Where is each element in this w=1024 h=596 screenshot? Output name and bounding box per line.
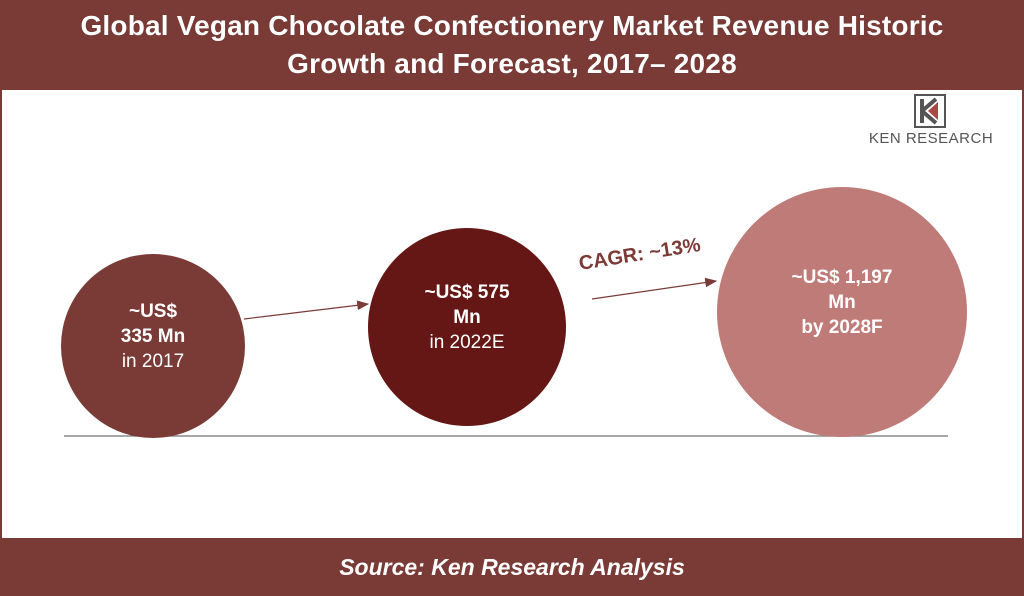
bubble-2022e	[368, 228, 566, 426]
source-text: Source: Ken Research Analysis	[339, 553, 685, 580]
source-band: Source: Ken Research Analysis	[0, 538, 1024, 596]
bubble-label-2028f-line-3: by 2028F	[801, 317, 882, 338]
bubble-label-2022e-line-2: Mn	[453, 307, 480, 328]
title-line-1: Global Vegan Chocolate Confectionery Mar…	[80, 10, 944, 41]
bubble-2017	[61, 254, 245, 438]
title-line-2: Growth and Forecast, 2017– 2028	[287, 48, 737, 79]
growth-arrow-1	[243, 300, 370, 320]
logo-text: KEN RESEARCH	[868, 130, 994, 147]
cagr-label: CAGR: ~13%	[577, 234, 702, 275]
bubble-label-2022e-line-1: ~US$ 575	[424, 282, 509, 303]
ken-research-logo: KEN RESEARCH	[846, 94, 1016, 154]
bubble-label-2017-line-3: in 2017	[122, 351, 184, 372]
title-band: Global Vegan Chocolate Confectionery Mar…	[0, 0, 1024, 90]
bubble-label-2028f-line-1: ~US$ 1,197	[792, 267, 893, 288]
ken-research-logo-icon	[914, 94, 946, 128]
growth-arrow-2	[591, 277, 718, 300]
bubble-2028f	[717, 187, 967, 437]
bubble-label-2028f-line-2: Mn	[828, 292, 855, 313]
bubble-label-2017-line-2: 335 Mn	[121, 326, 185, 347]
bubble-label-2022e-line-3: in 2022E	[429, 332, 504, 353]
bubble-label-2017-line-1: ~US$	[129, 301, 177, 322]
